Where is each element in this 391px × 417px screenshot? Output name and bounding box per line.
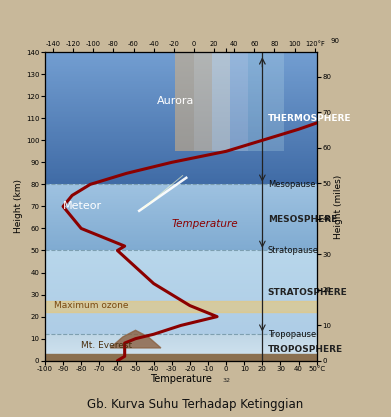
Text: Tropopause: Tropopause	[268, 330, 316, 339]
Polygon shape	[110, 330, 161, 348]
Text: Stratopause: Stratopause	[268, 246, 319, 255]
Y-axis label: Height (km): Height (km)	[14, 179, 23, 234]
Text: TROPOSPHERE: TROPOSPHERE	[268, 345, 343, 354]
Text: Gb. Kurva Suhu Terhadap Ketinggian: Gb. Kurva Suhu Terhadap Ketinggian	[87, 398, 304, 411]
Text: Meteor: Meteor	[63, 201, 102, 211]
Y-axis label: Height (miles): Height (miles)	[334, 174, 343, 239]
Text: Aurora: Aurora	[157, 95, 195, 106]
X-axis label: Temperature: Temperature	[150, 374, 212, 384]
Text: STRATOSPHERE: STRATOSPHERE	[268, 288, 348, 297]
Text: THERMOSPHERE: THERMOSPHERE	[268, 114, 351, 123]
Text: Mesopause: Mesopause	[268, 180, 315, 189]
Text: 32: 32	[222, 378, 230, 383]
Text: 90: 90	[330, 38, 339, 45]
Text: Mt. Everest: Mt. Everest	[81, 341, 132, 350]
Text: MESOSPHERE: MESOSPHERE	[268, 215, 337, 224]
Text: Maximum ozone: Maximum ozone	[54, 301, 129, 310]
Text: Temperature: Temperature	[172, 219, 239, 229]
